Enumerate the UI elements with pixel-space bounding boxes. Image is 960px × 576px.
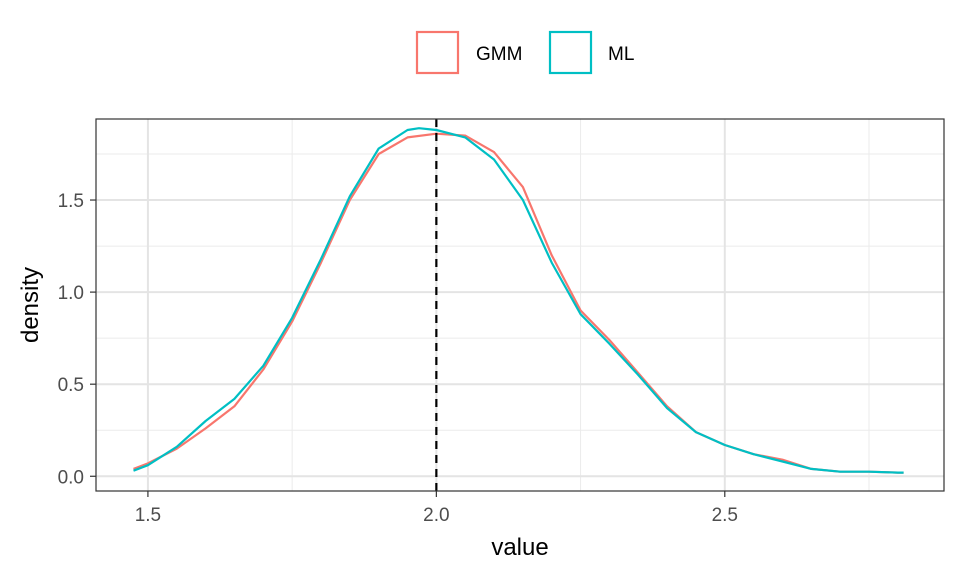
y-tick-label: 0.5 — [58, 375, 84, 396]
y-tick-label: 0.0 — [58, 467, 84, 488]
series-line-gmm — [133, 132, 904, 474]
x-tick-label: 1.5 — [135, 505, 161, 526]
legend-label-ml: ML — [608, 44, 634, 65]
y-tick-label: 1.5 — [58, 191, 84, 212]
legend-key-gmm — [415, 30, 460, 75]
x-tick-label: 2.5 — [712, 505, 738, 526]
legend-key-ml — [548, 30, 593, 75]
legend: GMM ML — [415, 30, 634, 75]
series-line-ml — [133, 127, 904, 474]
y-axis-title: density — [17, 267, 44, 343]
y-tick-label: 1.0 — [58, 283, 84, 304]
x-axis-title: value — [491, 534, 548, 561]
legend-label-gmm: GMM — [476, 44, 522, 65]
panel-border — [95, 118, 945, 492]
plot-panel — [95, 118, 945, 492]
x-tick-label: 2.0 — [423, 505, 449, 526]
panel-background — [96, 119, 944, 491]
